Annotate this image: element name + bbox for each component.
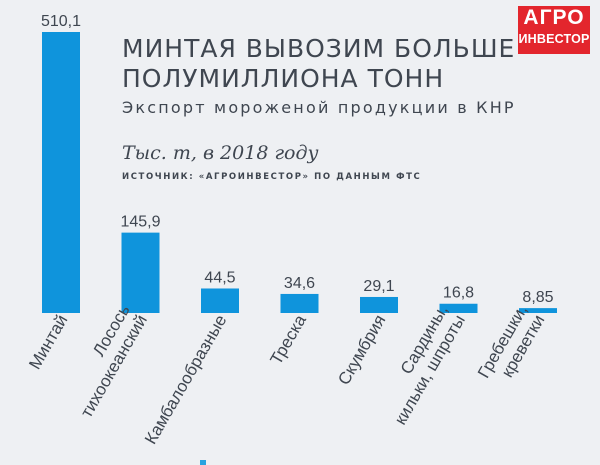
value-label: 8,85 [522, 289, 553, 306]
category-label: Скумбрия [334, 312, 389, 389]
value-label: 44,5 [204, 269, 235, 286]
chart-subtitle: Экспорт мороженой продукции в КНР [122, 98, 516, 117]
bar [201, 288, 239, 313]
category-label: Минтай [25, 312, 71, 373]
category-label: Треска [266, 311, 310, 368]
bar [280, 293, 319, 313]
bar [519, 308, 557, 313]
unit-label: Тыс. т, в 2018 году [122, 142, 319, 164]
title-line-1: МИНТАЯ ВЫВОЗИМ БОЛЬШЕ [122, 34, 516, 63]
category-label: Камбалообразные [141, 312, 230, 448]
value-label: 34,6 [284, 275, 315, 292]
title-line-2: ПОЛУМИЛЛИОНА ТОНН [122, 64, 445, 93]
logo-line-2: ИНВЕСТОР [518, 32, 590, 46]
value-label: 16,8 [443, 285, 474, 302]
bar [439, 303, 478, 313]
bar [360, 296, 398, 313]
bar [121, 232, 160, 313]
chart-title: МИНТАЯ ВЫВОЗИМ БОЛЬШЕ ПОЛУМИЛЛИОНА ТОНН [122, 34, 515, 94]
agroinvestor-logo: АГРО ИНВЕСТОР [518, 6, 590, 54]
value-label: 510,1 [41, 13, 81, 30]
source-note: ИСТОЧНИК: «АГРОИНВЕСТОР» ПО ДАННЫМ ФТС [122, 172, 422, 182]
logo-line-1: АГРО [523, 6, 585, 29]
value-label: 145,9 [120, 214, 160, 231]
value-label: 29,1 [363, 278, 394, 295]
bar [42, 32, 80, 313]
bottom-accent [200, 460, 206, 465]
